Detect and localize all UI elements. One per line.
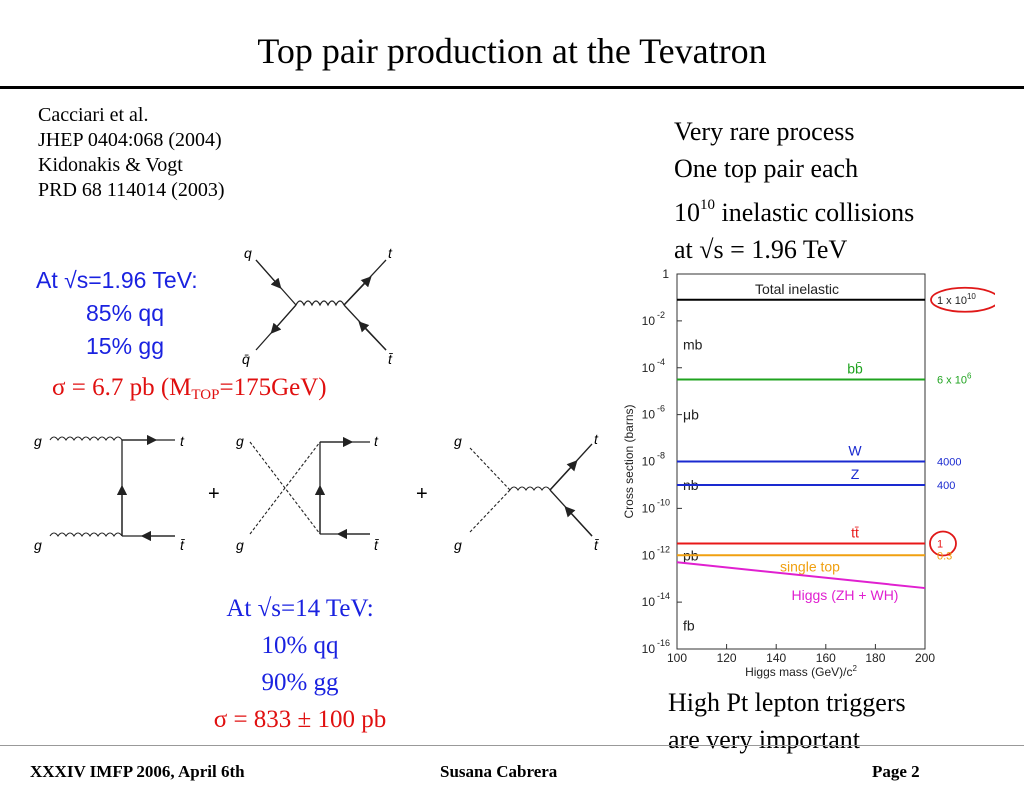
trigger-line-1: High Pt lepton triggers <box>668 688 906 717</box>
ratio-label: 1 <box>937 539 943 551</box>
antitop-label: t̄ <box>388 351 393 367</box>
x-tick-label: 160 <box>816 651 836 665</box>
y-tick-label: 10 <box>642 548 656 562</box>
unit-label: μb <box>683 407 699 423</box>
highlight-circle <box>929 530 957 557</box>
gluon-label: g <box>454 537 462 553</box>
unit-label: fb <box>683 618 695 634</box>
y-tick-label: 10 <box>642 455 656 469</box>
y-tick-label: 10 <box>642 642 656 656</box>
footer-divider <box>0 745 1024 746</box>
y-tick-label: 10 <box>642 314 656 328</box>
series-label: Total inelastic <box>755 281 839 297</box>
reference-line: Cacciari et al. <box>38 104 149 126</box>
series-label: Z <box>851 466 860 482</box>
y-tick-label: 10 <box>642 408 656 422</box>
y-tick-exponent: -10 <box>657 497 670 507</box>
series-line <box>676 561 926 590</box>
x-tick-label: 120 <box>717 651 737 665</box>
plus-sign: + <box>416 483 428 505</box>
footer-event: XXXIV IMFP 2006, April 6th <box>30 762 245 781</box>
lhc-gg: 90% gg <box>261 669 339 696</box>
rare-process-text: Very rare process One top pair each 1010… <box>674 113 914 268</box>
antitop-label: t̄ <box>594 537 599 553</box>
gluon-label: g <box>34 433 42 449</box>
y-tick-label: 10 <box>642 595 656 609</box>
tevatron-heading: At √s=1.96 TeV: <box>36 267 198 293</box>
series-label: tt̄ <box>851 525 859 541</box>
series-label: single top <box>780 558 840 574</box>
top-label: t <box>594 431 599 447</box>
trigger-note: High Pt lepton triggers are very importa… <box>668 684 906 758</box>
gluon-label: g <box>454 433 462 449</box>
rare-line-2: One top pair each <box>674 154 859 183</box>
y-tick-exponent: -4 <box>657 357 665 367</box>
y-tick-exponent: -16 <box>657 638 670 648</box>
tevatron-qq: 85% qq <box>86 300 165 326</box>
lhc-fractions: At √s=14 TeV: 10% qq 90% gg σ = 833 ± 10… <box>150 590 450 738</box>
gg-feynman-diagrams: g g t t̄ + g g t t̄ + g g t t̄ <box>34 431 599 553</box>
slide-title: Top pair production at the Tevatron <box>257 31 767 71</box>
tevatron-cross-section: σ = 6.7 pb (MTOP=175GeV) <box>52 374 327 403</box>
ratio-label: 4000 <box>937 457 961 469</box>
rare-line-3: 1010 inelastic collisions <box>674 197 915 227</box>
footer-author: Susana Cabrera <box>440 762 558 781</box>
series-label: W <box>848 443 862 459</box>
x-tick-label: 100 <box>667 651 687 665</box>
y-tick-exponent: -6 <box>657 404 665 414</box>
gluon-label: g <box>236 537 244 553</box>
lhc-qq: 10% qq <box>261 632 339 659</box>
lhc-cross-section: σ = 833 ± 100 pb <box>213 706 387 733</box>
trigger-line-2: are very important <box>668 725 861 754</box>
highlight-circle <box>930 286 995 313</box>
top-label: t <box>374 433 379 449</box>
plus-sign: + <box>208 483 220 505</box>
reference-line: Kidonakis & Vogt <box>38 154 183 176</box>
x-tick-label: 180 <box>865 651 885 665</box>
rare-line-4: at √s = 1.96 TeV <box>674 235 848 264</box>
series-label: Higgs (ZH + WH) <box>792 587 899 603</box>
y-tick-label: 10 <box>642 361 656 375</box>
y-tick-exponent: -12 <box>657 544 670 554</box>
gluon-label: g <box>236 433 244 449</box>
ratio-label: 1 x 1010 <box>937 292 976 307</box>
y-tick-exponent: -2 <box>657 310 665 320</box>
top-label: t <box>388 245 393 261</box>
x-tick-label: 200 <box>915 651 935 665</box>
title-divider <box>0 86 1024 89</box>
gluon-label: g <box>34 537 42 553</box>
top-label: t <box>180 433 185 449</box>
y-axis-label: Cross section (barns) <box>622 404 636 518</box>
lhc-heading: At √s=14 TeV: <box>226 595 374 622</box>
antiquark-label: q̄ <box>242 351 250 367</box>
unit-label: mb <box>683 336 703 352</box>
y-tick-exponent: -8 <box>657 451 665 461</box>
y-tick-label: 10 <box>642 501 656 515</box>
antitop-label: t̄ <box>180 537 185 553</box>
antitop-label: t̄ <box>374 537 379 553</box>
qqbar-feynman-diagram: q q̄ t t̄ <box>242 245 393 367</box>
ratio-label: 400 <box>937 480 955 492</box>
x-tick-label: 140 <box>766 651 786 665</box>
tevatron-gg: 15% gg <box>86 333 165 359</box>
footer-page: Page 2 <box>872 762 920 781</box>
reference-line: PRD 68 114014 (2003) <box>38 179 225 201</box>
reference-line: JHEP 0404:068 (2004) <box>38 129 222 151</box>
quark-label: q <box>244 245 252 261</box>
references: Cacciari et al. JHEP 0404:068 (2004) Kid… <box>38 103 224 203</box>
y-tick-exponent: -14 <box>657 591 670 601</box>
rare-line-1: Very rare process <box>674 117 855 146</box>
series-label: bb̄ <box>847 360 863 376</box>
ratio-label: 6 x 106 <box>937 371 972 386</box>
x-axis-label: Higgs mass (GeV)/c2 <box>745 664 857 679</box>
tevatron-fractions: At √s=1.96 TeV: 85% qq 15% gg <box>36 264 198 363</box>
y-tick-label: 1 <box>662 267 669 281</box>
ratio-label: 0.3 <box>937 550 952 562</box>
